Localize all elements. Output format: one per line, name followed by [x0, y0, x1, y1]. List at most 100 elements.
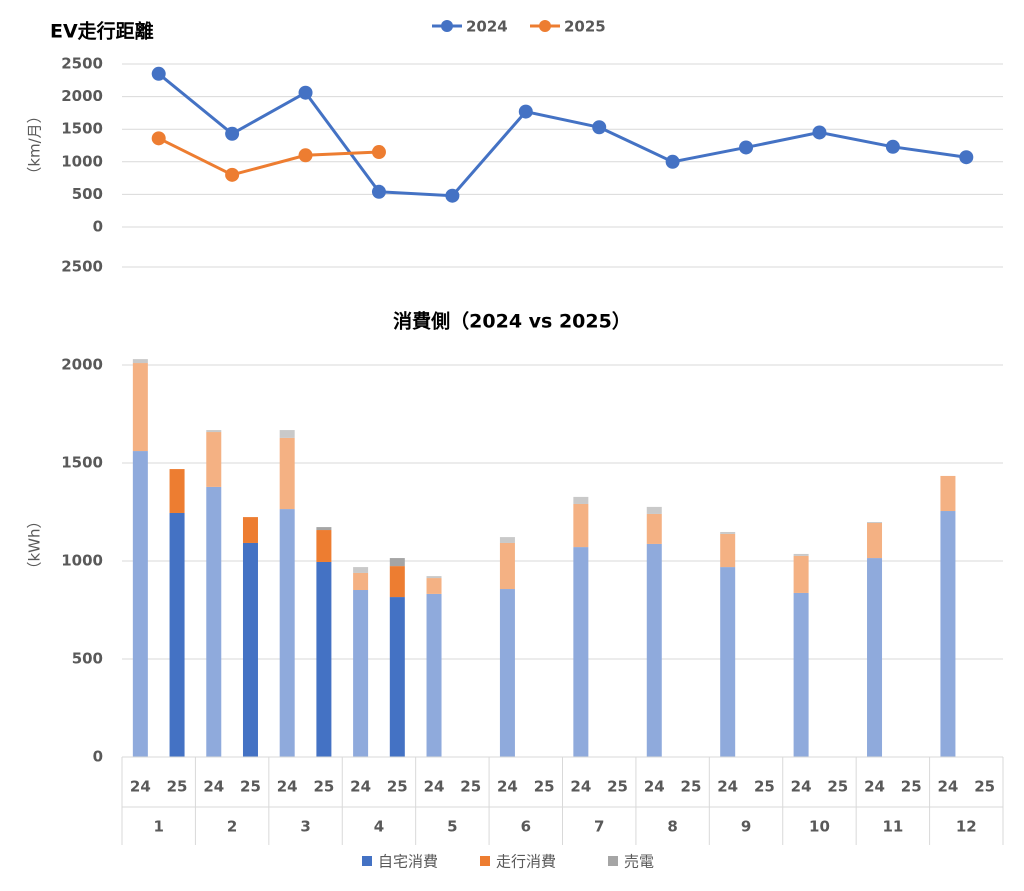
x-tick-label: 24: [424, 778, 445, 796]
chart-title: EV走行距離: [50, 20, 154, 43]
x-tick-label: 24: [277, 778, 298, 796]
point: [151, 131, 166, 146]
legend-label: 走行消費: [496, 853, 556, 871]
bar-segment: [720, 533, 736, 568]
bar-segment: [499, 589, 515, 757]
y-tick-label: 0: [93, 748, 103, 766]
group-label: 2: [227, 818, 237, 836]
x-tick-label: 25: [901, 778, 922, 796]
y-axis-label: （km/月）: [26, 108, 44, 181]
bar-segment: [206, 432, 222, 487]
x-tick-label: 24: [130, 778, 151, 796]
y-tick-label: 1000: [61, 552, 103, 570]
bar-segment: [426, 576, 442, 579]
point: [371, 184, 386, 199]
y-tick-label: 0: [93, 218, 103, 236]
bar-segment: [132, 359, 148, 364]
legend-label: 2024: [466, 18, 508, 36]
bar-segment: [206, 486, 222, 757]
group-label: 7: [594, 818, 604, 836]
group-label: 12: [956, 818, 977, 836]
bar-segment: [169, 512, 185, 757]
point: [812, 125, 827, 140]
bar-segment: [353, 572, 369, 591]
y-tick-label: 2000: [61, 356, 103, 374]
legend-marker: [539, 20, 551, 32]
bar-segment: [940, 475, 956, 512]
bar-segment: [793, 592, 809, 757]
point: [445, 188, 460, 203]
legend-label: 自宅消費: [378, 853, 438, 871]
bar-segment: [720, 531, 736, 534]
point: [592, 120, 607, 135]
legend-label: 2025: [564, 18, 606, 36]
bar-segment: [132, 363, 148, 452]
bar-segment: [940, 511, 956, 757]
y-tick-label: 1500: [61, 120, 103, 138]
bar-segment: [279, 509, 295, 757]
y-tick-label: 2000: [61, 87, 103, 105]
point: [518, 104, 533, 119]
group-label: 8: [667, 818, 677, 836]
legend-swatch: [608, 856, 618, 866]
y-tick-label: 2500: [61, 258, 103, 276]
bar-segment: [353, 590, 369, 757]
point: [225, 167, 240, 182]
bar-segment: [867, 558, 883, 757]
x-tick-label: 25: [827, 778, 848, 796]
x-tick-label: 25: [387, 778, 408, 796]
point: [665, 154, 680, 169]
bar-segment: [646, 543, 662, 757]
bar-segment: [720, 567, 736, 757]
point: [959, 150, 974, 165]
x-tick-label: 25: [313, 778, 334, 796]
x-tick-label: 24: [864, 778, 885, 796]
bar-segment: [426, 578, 442, 594]
chart-title: 消費側（2024 vs 2025）: [393, 310, 631, 333]
y-tick-label: 2500: [61, 55, 103, 73]
group-label: 5: [447, 818, 457, 836]
x-tick-label: 24: [938, 778, 959, 796]
group-label: 10: [809, 818, 830, 836]
x-tick-label: 24: [791, 778, 812, 796]
bar-segment: [389, 558, 405, 567]
bar-segment: [573, 503, 589, 548]
bar-segment: [867, 521, 883, 523]
y-tick-label: 1500: [61, 454, 103, 472]
legend-swatch: [480, 856, 490, 866]
bar-segment: [793, 555, 809, 593]
point: [298, 148, 313, 163]
bar-segment: [573, 547, 589, 757]
y-axis-label: （kWh）: [26, 513, 44, 576]
group-label: 1: [153, 818, 163, 836]
x-tick-label: 25: [240, 778, 261, 796]
bar-segment: [279, 437, 295, 510]
y-tick-label: 500: [72, 650, 103, 668]
x-tick-label: 24: [717, 778, 738, 796]
x-tick-label: 25: [167, 778, 188, 796]
group-label: 3: [300, 818, 310, 836]
bar-segment: [316, 527, 332, 531]
bar-segment: [316, 561, 332, 757]
x-tick-label: 25: [460, 778, 481, 796]
bar-segment: [499, 537, 515, 543]
x-tick-label: 24: [644, 778, 665, 796]
bar-segment: [279, 430, 295, 438]
bar-segment: [316, 530, 332, 562]
x-tick-label: 24: [497, 778, 518, 796]
group-label: 6: [521, 818, 531, 836]
bar-segment: [169, 469, 185, 513]
y-tick-label: 500: [72, 185, 103, 203]
x-tick-label: 25: [974, 778, 995, 796]
bar-segment: [793, 553, 809, 556]
point: [739, 140, 754, 155]
legend-marker: [441, 20, 453, 32]
group-label: 9: [741, 818, 751, 836]
group-label: 4: [374, 818, 384, 836]
bar-segment: [242, 517, 258, 543]
bar-segment: [353, 567, 369, 573]
x-tick-label: 25: [681, 778, 702, 796]
bar-segment: [132, 451, 148, 757]
bar-segment: [389, 597, 405, 757]
